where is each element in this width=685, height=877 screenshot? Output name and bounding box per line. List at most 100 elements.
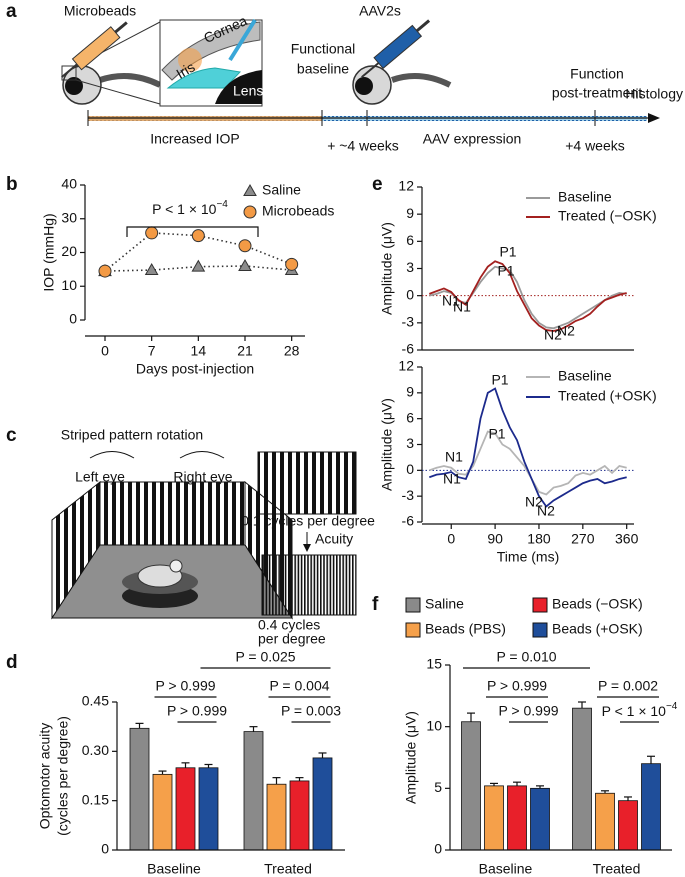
- x-tick-label: 0: [447, 531, 455, 547]
- error-bar: [647, 755, 655, 764]
- bar: [572, 707, 592, 851]
- label: 0.1 cycles per degree: [241, 513, 375, 529]
- bar: [129, 727, 150, 851]
- legend-label: Beads (−OSK): [552, 596, 643, 612]
- high-grating: [261, 554, 357, 616]
- legend-label: Baseline: [558, 368, 612, 384]
- annotation: P1: [499, 244, 516, 260]
- category-label: Baseline: [479, 861, 533, 877]
- panel-label: a: [6, 1, 17, 22]
- error-bar: [158, 770, 167, 775]
- y-tick-label: 0.15: [82, 791, 109, 807]
- y-axis-label: IOP (mmHg): [41, 213, 57, 291]
- panel-a-illustration: [61, 18, 660, 126]
- legend-label: Treated (−OSK): [558, 208, 657, 224]
- label: Microbeads: [64, 3, 136, 19]
- y-tick-label: 9: [406, 205, 414, 221]
- label: Increased IOP: [150, 131, 240, 147]
- y-tick-label: -6: [402, 513, 415, 529]
- panel-label: b: [6, 174, 18, 195]
- y-tick-label: 6: [406, 409, 414, 425]
- label: Striped pattern rotation: [61, 427, 203, 443]
- y-tick-label: -3: [402, 487, 415, 503]
- y-tick-label: 20: [61, 243, 77, 259]
- bar: [484, 785, 504, 851]
- legend-label: Treated (+OSK): [558, 388, 657, 404]
- y-axis-label: Amplitude (μV): [379, 222, 395, 315]
- x-tick-label: 7: [148, 343, 156, 359]
- syringe: [61, 21, 128, 78]
- category-label: Baseline: [147, 861, 201, 877]
- y-tick-label: 3: [406, 435, 414, 451]
- bar: [530, 787, 550, 851]
- optic-nerve: [99, 73, 162, 88]
- series-line: [429, 387, 627, 508]
- needle: [61, 63, 78, 78]
- bar: [266, 783, 287, 851]
- marker: [238, 239, 252, 253]
- y-tick-label: 0.30: [82, 742, 109, 758]
- y-tick-label: 12: [398, 178, 414, 194]
- annotation: P < 1 × 10−4: [602, 701, 678, 719]
- x-tick-label: 180: [527, 531, 551, 547]
- label: AAV expression: [423, 131, 522, 147]
- low-grating: [257, 451, 357, 515]
- label: AAV2s: [359, 3, 401, 19]
- label: +4 weeks: [565, 138, 625, 154]
- label: Lens: [233, 83, 263, 99]
- annotation: P < 1 × 10−4: [152, 199, 228, 217]
- legend-label: Saline: [425, 596, 464, 612]
- y-tick-label: 5: [434, 779, 442, 795]
- annotation: N1: [445, 449, 463, 465]
- annotation-exponent: −4: [216, 199, 228, 210]
- bar: [175, 767, 196, 851]
- y-tick-label: 0: [406, 286, 414, 302]
- bar: [289, 780, 310, 851]
- annotation-text: P < 1 × 10: [602, 703, 667, 719]
- mouse-head: [169, 559, 183, 573]
- legend-swatch: [405, 622, 421, 638]
- marker: [238, 258, 252, 271]
- x-tick-label: 0: [101, 343, 109, 359]
- label: Function: [570, 66, 624, 82]
- y-tick-label: 0: [406, 461, 414, 477]
- error-bar: [181, 762, 190, 768]
- category-label: Treated: [593, 861, 641, 877]
- y-tick-label: 6: [406, 232, 414, 248]
- label: Functional: [291, 41, 356, 57]
- label: post-treatment: [552, 85, 642, 101]
- error-bar: [601, 790, 609, 794]
- series-line: [104, 232, 292, 272]
- marker: [285, 257, 299, 271]
- error-bar: [249, 726, 258, 732]
- category-label: Treated: [264, 861, 312, 877]
- needle: [361, 62, 380, 78]
- bar: [507, 785, 527, 851]
- marker: [243, 183, 257, 196]
- mouse: [137, 564, 183, 588]
- annotation: N2: [525, 494, 543, 510]
- bar: [595, 792, 615, 851]
- y-tick-label: 0: [69, 311, 77, 327]
- timeline-arrow: [648, 113, 660, 123]
- annotation: P = 0.025: [235, 649, 295, 665]
- y-tick-label: 40: [61, 176, 77, 192]
- syringe-barrel: [71, 26, 121, 71]
- x-tick-label: 28: [284, 343, 300, 359]
- error-bar: [490, 782, 498, 786]
- legend-label: Microbeads: [262, 203, 334, 219]
- error-bar: [578, 701, 586, 709]
- error-bar: [536, 785, 544, 789]
- bar: [461, 721, 481, 851]
- label: per degree: [258, 631, 326, 647]
- plunger: [114, 21, 128, 34]
- x-tick-label: 360: [615, 531, 639, 547]
- annotation: N2: [537, 503, 555, 519]
- annotation: P1: [488, 426, 505, 442]
- zoom-box: [61, 65, 77, 81]
- marker: [98, 264, 112, 278]
- bar: [152, 773, 173, 851]
- label: Left eye: [75, 469, 125, 485]
- iris-shape: [166, 67, 242, 89]
